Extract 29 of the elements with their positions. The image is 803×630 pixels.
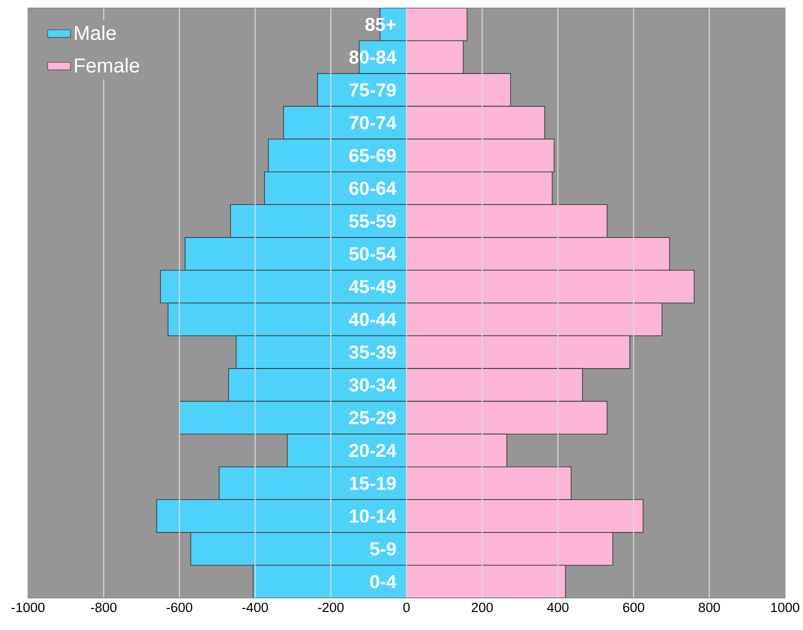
y-tick-label: 15-19 [350,476,396,490]
y-tick-label: 5-9 [370,542,396,556]
x-tick-label: 400 [547,602,569,612]
y-tick-label: 25-29 [349,411,396,424]
y-tick-label: 35-39 [349,346,396,359]
legend-label: Female [75,58,140,73]
x-tick-label: -800 [90,602,117,612]
legend-label: Male [75,25,116,40]
x-tick-label: 0 [403,602,410,612]
y-tick-label: 10-14 [350,509,396,523]
x-tick-label: -1000 [12,602,45,612]
y-tick-label: 75-79 [350,83,396,97]
x-tick-label: -400 [242,602,268,612]
y-tick-label: 45-49 [349,280,396,294]
x-tick-label: 1000 [771,602,800,612]
x-tick-label: -200 [318,602,344,612]
y-tick-label: 30-34 [349,378,396,392]
y-tick-label: 55-59 [349,214,396,228]
x-tick-label: 800 [698,602,720,612]
y-tick-label: 50-54 [349,247,396,260]
x-tick-label: 200 [472,602,493,612]
x-tick-label: -600 [166,602,192,612]
y-tick-label: 20-24 [349,444,396,458]
y-tick-label: 60-64 [349,182,396,195]
y-tick-label: 70-74 [350,116,396,130]
y-tick-label: 0-4 [370,574,396,588]
x-tick-label: 600 [623,602,644,612]
y-tick-label: 40-44 [349,312,396,326]
y-tick-label: 65-69 [349,148,396,162]
